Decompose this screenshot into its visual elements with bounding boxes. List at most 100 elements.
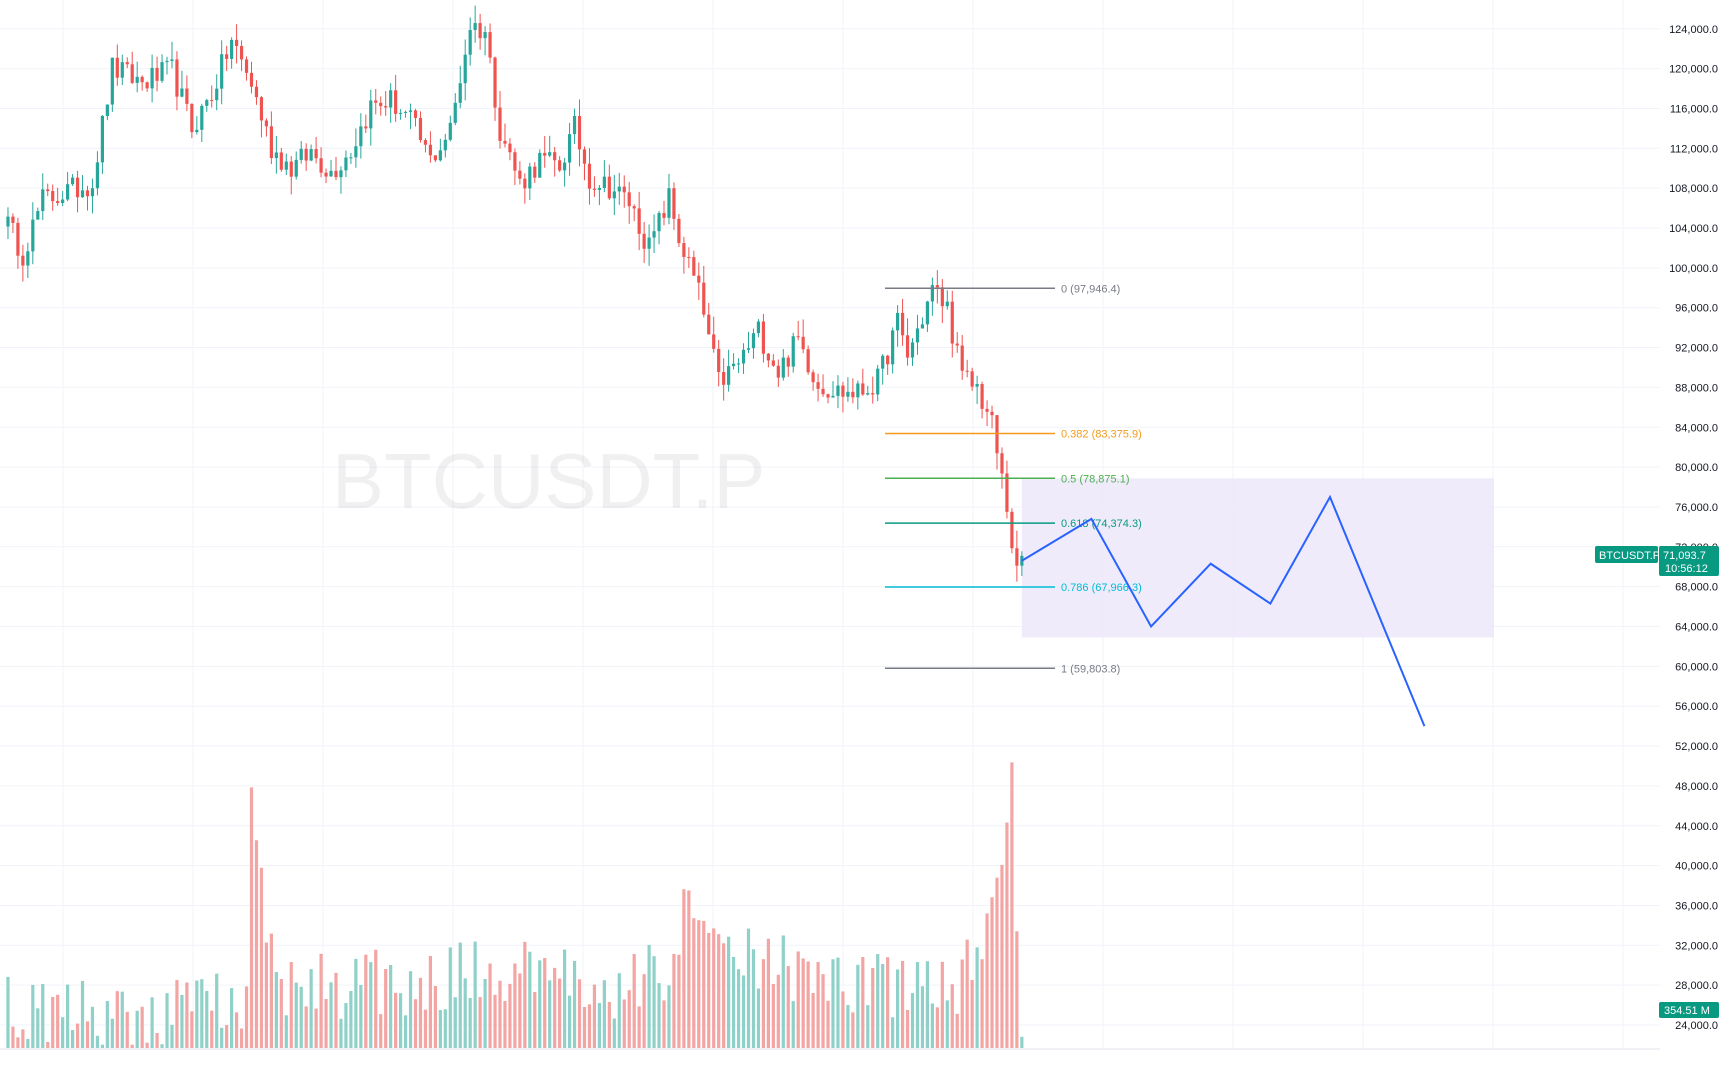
y-tick-label: 56,000.0 — [1675, 701, 1718, 713]
fibonacci-retracement[interactable]: 0 (97,946.4) 0.382 (83,375.9) 0.5 (78,875.… — [885, 283, 1142, 675]
volume-bar — [950, 984, 954, 1048]
volume-bar — [379, 1014, 383, 1048]
volume-bar — [925, 961, 930, 1048]
volume-bar — [195, 980, 199, 1048]
projection-polyline[interactable] — [1021, 494, 1426, 727]
candle-body — [682, 243, 686, 257]
projection-path[interactable] — [1021, 494, 1426, 727]
candle-body — [389, 90, 393, 108]
candle-body — [736, 363, 741, 365]
volume-bar — [11, 1026, 15, 1048]
volume-bar — [95, 1035, 100, 1048]
volume-bar — [826, 1000, 830, 1048]
symbol-watermark: BTCUSDT.P — [332, 437, 765, 525]
candle-body — [299, 148, 303, 160]
candle-body — [234, 39, 239, 46]
volume-bar — [438, 1010, 442, 1048]
candle-body — [702, 282, 706, 315]
candle-body — [205, 100, 209, 106]
volume-bar — [334, 972, 338, 1048]
volume-bar — [761, 959, 766, 1048]
volume-bar — [935, 1007, 939, 1048]
volume-bar — [423, 1009, 428, 1048]
candle-body — [687, 256, 691, 258]
volume-bar — [528, 951, 532, 1048]
target-range-box[interactable] — [1021, 478, 1494, 638]
volume-bar — [105, 1001, 109, 1048]
volume-bar — [662, 1000, 666, 1048]
y-tick-label: 120,000.0 — [1669, 64, 1718, 76]
volume-bar — [900, 961, 905, 1048]
y-tick-label: 96,000.0 — [1675, 303, 1718, 315]
candle-body — [572, 115, 577, 135]
candle-body — [801, 336, 805, 350]
candle-body — [657, 213, 661, 232]
candle-body — [418, 117, 423, 141]
volume-bar — [433, 985, 437, 1048]
y-tick-label: 36,000.0 — [1675, 900, 1718, 912]
candle-body — [637, 208, 641, 234]
volume-bar — [110, 1018, 114, 1048]
volume-bar — [766, 938, 770, 1048]
candle-body — [230, 39, 234, 59]
candle-body — [269, 126, 273, 158]
candle-body — [180, 88, 184, 97]
volume-bar — [403, 1015, 408, 1048]
volume-bar — [284, 1015, 288, 1048]
projection-zone[interactable] — [1021, 478, 1494, 638]
volume-bar — [384, 969, 388, 1048]
volume-bar — [319, 953, 323, 1048]
candle-body — [259, 97, 264, 121]
volume-bar — [637, 1006, 641, 1048]
candle-body — [935, 285, 939, 288]
volume-bar — [1020, 1036, 1024, 1048]
volume-bar — [498, 980, 502, 1048]
volume-bar — [632, 954, 636, 1048]
candle-body — [130, 64, 134, 83]
candle-body — [364, 126, 368, 129]
candle-body — [100, 115, 104, 163]
volume-bar — [587, 1004, 592, 1048]
volume-bar — [339, 1018, 343, 1048]
volume-bar — [945, 1000, 949, 1048]
candle-body — [627, 192, 631, 207]
candle-body — [384, 106, 388, 108]
volume-bar — [821, 974, 825, 1048]
volume-bar — [707, 932, 711, 1048]
candle-body — [985, 408, 989, 412]
candle-body — [304, 148, 308, 161]
candle-body — [1010, 511, 1014, 549]
candle-body — [836, 385, 840, 396]
y-tick-label: 80,000.0 — [1675, 462, 1718, 474]
volume-bar — [876, 954, 880, 1048]
volume-bar — [259, 867, 264, 1048]
candle-body — [165, 60, 169, 63]
candle-body — [751, 333, 756, 349]
volume-bar — [354, 958, 358, 1048]
volume-bar — [239, 1028, 244, 1048]
volume-bar — [294, 982, 298, 1048]
fib-label-0: 0 (97,946.4) — [1061, 283, 1120, 295]
candle-body — [995, 415, 999, 454]
candle-body — [334, 170, 338, 178]
candle-body — [483, 32, 487, 39]
volume-bar — [428, 955, 433, 1048]
volume-bar — [836, 957, 840, 1048]
y-tick-label: 104,000.0 — [1669, 223, 1718, 235]
candle-body — [567, 134, 572, 163]
candle-body — [910, 342, 915, 358]
candle-body — [826, 394, 830, 398]
volume-bar — [806, 961, 810, 1048]
candle-body — [41, 189, 45, 212]
candle-body — [225, 54, 229, 59]
volume-bar — [254, 840, 259, 1048]
volume-bar — [955, 1013, 959, 1048]
last-price-symbol-badge — [1595, 546, 1658, 563]
price-axis[interactable]: 124,000.0 120,000.0 116,000.0 112,000.0 108,… — [1669, 24, 1718, 1032]
volume-bar — [776, 974, 780, 1048]
volume-value: 354.51 M — [1664, 1005, 1710, 1017]
candle-body — [722, 372, 726, 385]
candle-body — [548, 152, 552, 156]
y-tick-label: 76,000.0 — [1675, 502, 1718, 514]
